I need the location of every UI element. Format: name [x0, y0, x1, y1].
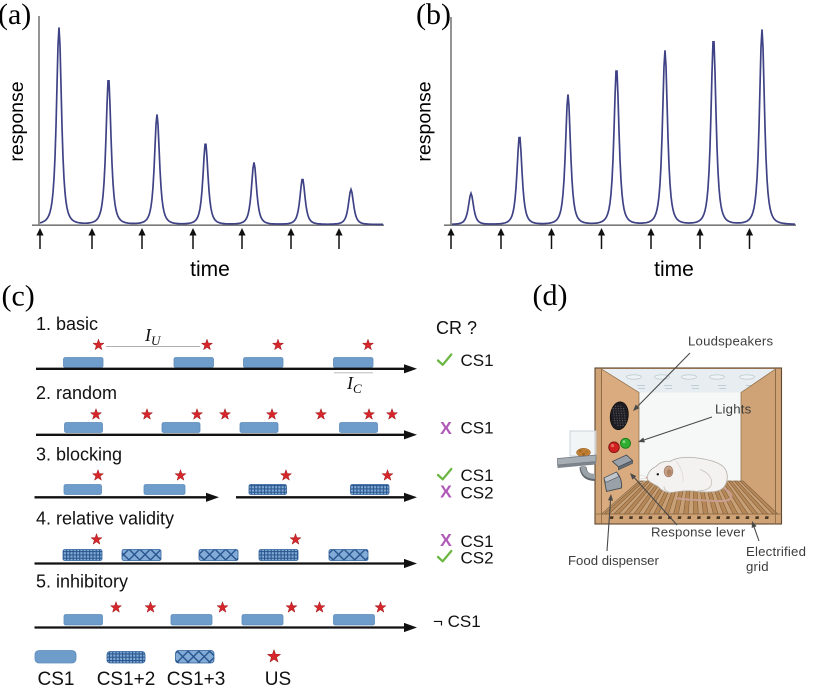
- svg-text:CS1+2: CS1+2: [97, 669, 156, 690]
- svg-text:¬ CS1: ¬ CS1: [433, 612, 481, 631]
- svg-text:2. random: 2. random: [36, 383, 117, 403]
- svg-text:(a): (a): [0, 0, 31, 31]
- svg-text:Loudspeakers: Loudspeakers: [688, 334, 773, 349]
- svg-text:CS1: CS1: [461, 419, 494, 438]
- svg-text:CS2: CS2: [461, 549, 494, 568]
- svg-text:Food dispenser: Food dispenser: [568, 553, 660, 568]
- svg-text:4. relative validity: 4. relative validity: [36, 509, 174, 529]
- svg-text:time: time: [190, 258, 230, 281]
- svg-text:CS1: CS1: [38, 669, 75, 690]
- svg-text:CS1+3: CS1+3: [167, 669, 226, 690]
- svg-text:US: US: [265, 669, 291, 690]
- svg-text:X: X: [440, 482, 452, 502]
- svg-text:grid: grid: [746, 559, 769, 574]
- svg-text:1. basic: 1. basic: [36, 314, 98, 334]
- svg-text:3. blocking: 3. blocking: [36, 445, 122, 465]
- svg-text:time: time: [654, 258, 694, 281]
- svg-text:response: response: [6, 81, 28, 161]
- svg-text:CS1: CS1: [461, 351, 494, 370]
- svg-text:response: response: [414, 81, 436, 161]
- svg-text:Electrified: Electrified: [746, 544, 806, 559]
- svg-text:X: X: [440, 530, 452, 550]
- svg-text:(d): (d): [533, 279, 568, 312]
- svg-text:CS1: CS1: [461, 532, 494, 551]
- svg-text:(c): (c): [2, 280, 35, 313]
- svg-text:Response lever: Response lever: [651, 525, 746, 540]
- svg-text:X: X: [440, 418, 452, 438]
- svg-text:Lights: Lights: [715, 402, 752, 417]
- svg-text:5. inhibitory: 5. inhibitory: [36, 572, 128, 592]
- svg-text:CR ?: CR ?: [436, 318, 477, 338]
- svg-text:CS1: CS1: [461, 466, 494, 485]
- svg-text:(b): (b): [416, 0, 451, 31]
- svg-text:CS2: CS2: [461, 484, 494, 503]
